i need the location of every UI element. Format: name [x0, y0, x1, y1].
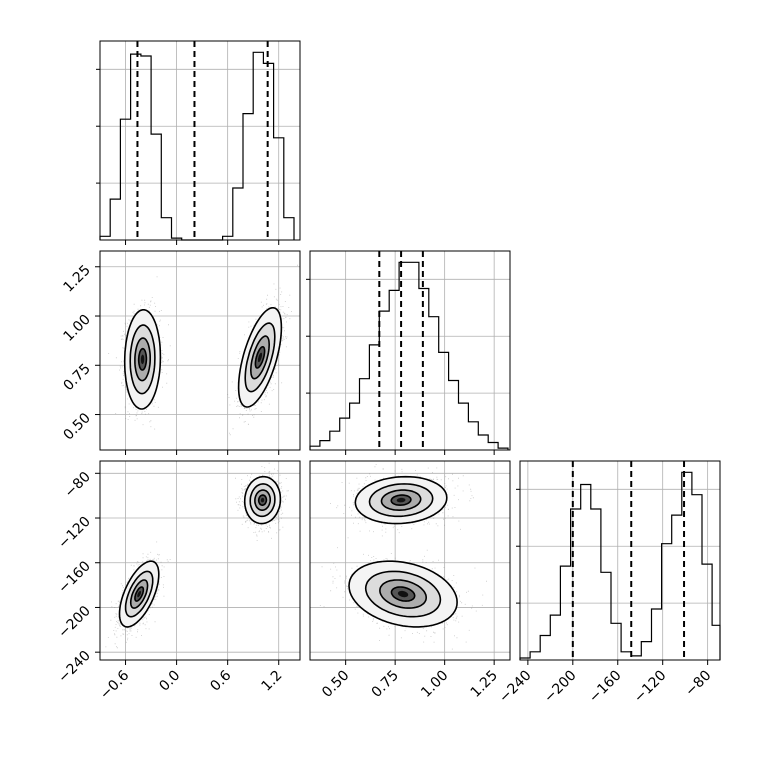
contour-0-1-1 — [244, 322, 276, 393]
contour-2-1-0 — [348, 560, 458, 628]
xtick-label-0-3: 1.2 — [258, 668, 285, 695]
xtick-label-1-1: 0.75 — [369, 668, 402, 701]
contour-panel-0-2 — [118, 475, 282, 628]
ytick-label-2-3: −120 — [55, 514, 94, 553]
xtick-label-2-3: −120 — [631, 668, 670, 707]
panel-frame-0-2 — [99, 460, 301, 661]
xtick-label-1-2: 1.00 — [418, 668, 451, 701]
histogram-1 — [309, 261, 509, 450]
contour-0-1-2 — [249, 335, 271, 380]
contour-panel-1-2 — [348, 475, 458, 628]
contour-2-1-1 — [364, 570, 442, 618]
contour-1-1-0 — [243, 475, 282, 525]
panel-frame-0-1 — [99, 250, 301, 451]
contour-0-0-1 — [129, 324, 156, 395]
contour-0-0-2 — [134, 337, 151, 382]
contour-2-0-0 — [354, 475, 448, 525]
ytick-label-1-2: 1.00 — [60, 312, 93, 345]
histogram-2 — [519, 471, 721, 660]
ytick-label-1-1: 0.75 — [60, 361, 93, 394]
ytick-label-1-0: 0.50 — [60, 410, 93, 443]
contour-1-0-1 — [124, 570, 154, 618]
density-fill-1-1-4 — [260, 497, 265, 503]
contour-1-0-2 — [129, 579, 149, 609]
contour-1-0-0 — [118, 560, 160, 628]
contour-2-0-1 — [368, 483, 434, 518]
contour-0-0-3 — [137, 347, 148, 371]
panel-frame-0-0 — [99, 40, 301, 241]
contour-1-1-3 — [257, 494, 268, 506]
ytick-label-2-1: −200 — [55, 603, 94, 642]
xtick-label-1-0: 0.50 — [319, 668, 352, 701]
ytick-label-2-4: −80 — [62, 469, 94, 501]
density-fill-1-0-4 — [137, 590, 141, 598]
contour-0-1-0 — [237, 307, 283, 408]
histogram-0 — [99, 51, 295, 241]
contour-2-1-2 — [379, 579, 428, 609]
xtick-label-2-0: −240 — [496, 668, 535, 707]
panel-frame-1-2 — [309, 460, 511, 661]
density-fill-0-1-4 — [258, 352, 262, 363]
xtick-label-0-1: 0.0 — [156, 668, 183, 695]
panel-frame-1-1 — [309, 250, 511, 451]
density-fill-2-1-4 — [397, 590, 409, 598]
xtick-label-2-2: −160 — [586, 668, 625, 707]
ytick-label-2-0: −240 — [55, 648, 94, 687]
xtick-label-0-0: −0.6 — [97, 667, 132, 702]
xtick-label-2-1: −200 — [541, 668, 580, 707]
contour-1-1-2 — [254, 489, 271, 511]
contour-0-0-0 — [123, 309, 162, 410]
ytick-label-2-2: −160 — [55, 558, 94, 597]
contour-2-0-2 — [380, 489, 422, 512]
contour-2-0-3 — [390, 494, 412, 507]
ytick-label-1-3: 1.25 — [60, 262, 93, 295]
density-fill-0-0-4 — [140, 354, 145, 365]
contour-0-1-3 — [254, 346, 266, 369]
density-fill-2-0-4 — [396, 497, 406, 503]
contour-1-0-3 — [134, 586, 145, 602]
contour-1-1-1 — [249, 483, 276, 518]
panel-frame-2-2 — [519, 460, 721, 661]
xtick-label-2-4: −80 — [682, 668, 714, 700]
xtick-label-0-2: 0.6 — [207, 667, 234, 694]
contour-2-1-3 — [390, 586, 416, 602]
contour-panel-0-1 — [123, 307, 283, 410]
